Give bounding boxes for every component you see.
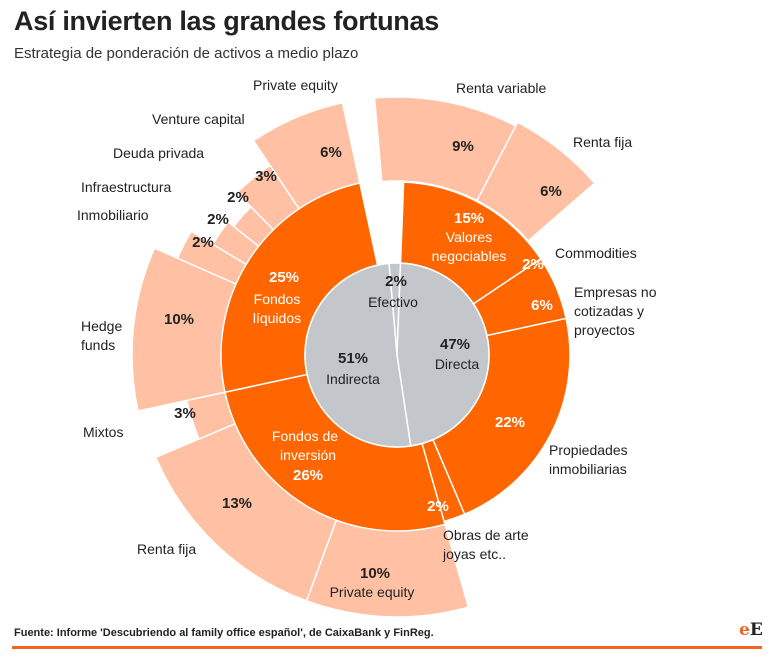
name-inversion-2: inversión <box>280 447 336 463</box>
name-inversion-1: Fondos de <box>272 428 338 444</box>
logo-e-upper: E <box>749 620 763 640</box>
publisher-logo: eE <box>739 620 763 640</box>
name-liquidos-1: Fondos <box>254 291 301 307</box>
name-indirecta: Indirecta <box>326 371 380 387</box>
label-private-equity-top: Private equity <box>253 77 338 93</box>
pct-empresas: 6% <box>531 297 553 314</box>
pct-obras: 2% <box>427 498 449 515</box>
label-commodities: Commodities <box>555 245 637 261</box>
logo-e-lower: e <box>739 620 750 640</box>
outer-slice-renta-fija-1 <box>476 121 596 242</box>
outer-percent-labels: 9% 6% 6% 3% 2% 2% 2% 10% 3% 13% 10% <box>164 138 562 582</box>
pct-inversion: 26% <box>293 467 323 484</box>
outer-category-labels: Renta variable Renta fija Commodities Em… <box>77 77 657 562</box>
label-inmobiliario: Inmobiliario <box>77 207 149 223</box>
pct-renta-variable: 9% <box>452 138 474 155</box>
label-empresas-2: cotizadas y <box>574 303 644 319</box>
pct-propiedades: 22% <box>495 414 525 431</box>
label-empresas-3: proyectos <box>574 322 635 338</box>
label-private-equity-bottom: Private equity <box>330 584 415 600</box>
pct-private-equity-bottom: 10% <box>360 565 390 582</box>
pct-inmobiliario: 2% <box>192 234 214 251</box>
chart-subtitle: Estrategia de ponderación de activos a m… <box>14 45 359 62</box>
pct-indirecta: 51% <box>338 350 368 367</box>
sunburst-chart: Renta variable Renta fija Commodities Em… <box>77 77 657 618</box>
label-deuda-privada: Deuda privada <box>113 145 204 161</box>
pct-hedge: 10% <box>164 311 194 328</box>
name-directa: Directa <box>435 356 480 372</box>
pct-renta-fija-top: 6% <box>540 183 562 200</box>
label-mixtos: Mixtos <box>83 424 123 440</box>
label-renta-variable: Renta variable <box>456 80 546 96</box>
pct-private-equity-top: 6% <box>320 144 342 161</box>
label-renta-fija-bottom: Renta fija <box>137 541 196 557</box>
pct-directa: 47% <box>440 336 470 353</box>
name-valores-1: Valores <box>446 229 492 245</box>
pct-venture-capital: 3% <box>255 168 277 185</box>
footer-rule <box>12 646 762 649</box>
name-liquidos-2: líquidos <box>253 310 301 326</box>
name-valores-2: negociables <box>432 248 507 264</box>
pct-valores: 15% <box>454 210 484 227</box>
pct-deuda-privada: 2% <box>227 189 249 206</box>
chart-title: Así invierten las grandes fortunas <box>14 6 439 36</box>
inner-slice-directa <box>396 262 490 447</box>
pct-efectivo: 2% <box>385 273 407 290</box>
source-note: Fuente: Informe 'Descubriendo al family … <box>14 627 434 639</box>
label-obras-2: joyas etc.. <box>442 546 506 562</box>
pct-commodities: 2% <box>522 256 544 273</box>
inner-circle-labels: 2% Efectivo 47% Directa 51% Indirecta <box>326 273 479 387</box>
label-hedge-1: Hedge <box>81 318 122 334</box>
inner-slice-indirecta <box>304 262 412 448</box>
label-hedge-2: funds <box>81 337 115 353</box>
name-efectivo: Efectivo <box>368 294 418 310</box>
chart-rings <box>131 96 596 618</box>
label-infraestructura: Infraestructura <box>81 179 171 195</box>
label-venture-capital: Venture capital <box>152 111 245 127</box>
pct-infraestructura: 2% <box>207 211 229 228</box>
label-empresas-1: Empresas no <box>574 284 657 300</box>
label-renta-fija-top: Renta fija <box>573 134 632 150</box>
label-obras-1: Obras de arte <box>443 527 529 543</box>
label-propiedades-2: inmobiliarias <box>549 461 627 477</box>
label-propiedades-1: Propiedades <box>549 442 628 458</box>
pct-liquidos: 25% <box>269 269 299 286</box>
middle-ring-labels: 15% Valores negociables 2% 6% 22% 2% 25%… <box>253 210 553 515</box>
pct-mixtos: 3% <box>174 405 196 422</box>
pct-renta-fija-bottom: 13% <box>222 495 252 512</box>
